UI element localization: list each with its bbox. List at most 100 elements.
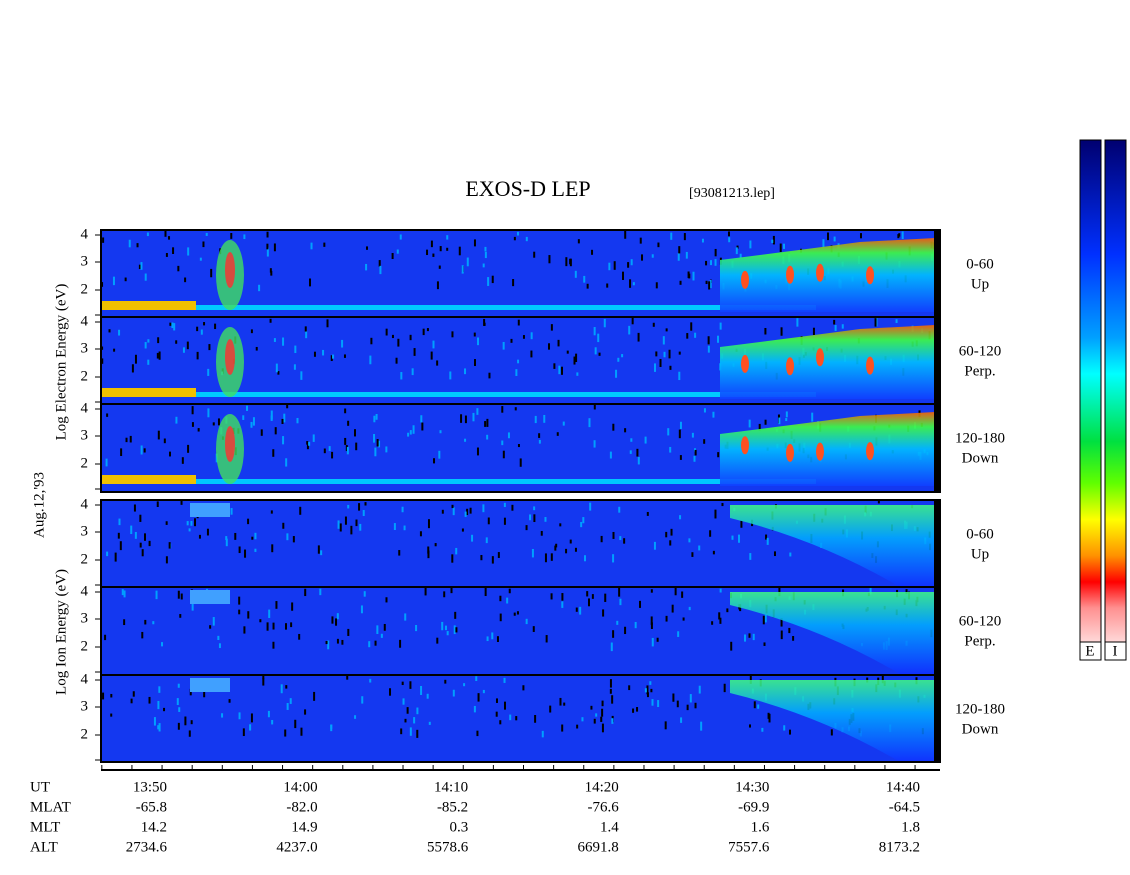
noise-speck bbox=[138, 264, 141, 270]
noise-speck bbox=[323, 448, 326, 454]
noise-speck bbox=[575, 607, 578, 612]
noise-speck bbox=[719, 617, 722, 624]
noise-speck bbox=[624, 230, 627, 239]
panel-direction: Perp. bbox=[964, 633, 995, 649]
noise-speck bbox=[114, 552, 117, 562]
noise-speck bbox=[277, 371, 280, 375]
noise-speck bbox=[574, 547, 577, 552]
noise-speck bbox=[385, 597, 388, 603]
noise-speck bbox=[877, 500, 880, 504]
noise-speck bbox=[330, 724, 333, 729]
noise-speck bbox=[503, 677, 506, 683]
noise-speck bbox=[385, 328, 388, 336]
noise-speck bbox=[244, 549, 247, 558]
noise-speck bbox=[646, 692, 649, 698]
noise-speck bbox=[728, 237, 731, 243]
noise-speck bbox=[272, 449, 275, 457]
noise-speck bbox=[712, 550, 715, 555]
noise-speck bbox=[719, 322, 722, 330]
hot-region bbox=[720, 412, 935, 486]
noise-speck bbox=[636, 707, 639, 712]
noise-speck bbox=[196, 326, 199, 332]
noise-speck bbox=[335, 618, 338, 626]
noise-speck bbox=[533, 506, 536, 511]
noise-speck bbox=[282, 522, 285, 529]
noise-speck bbox=[517, 319, 520, 326]
noise-speck bbox=[639, 237, 642, 244]
row-label: MLT bbox=[30, 819, 60, 835]
noise-speck bbox=[659, 358, 662, 367]
noise-speck bbox=[580, 521, 583, 528]
noise-speck bbox=[737, 534, 740, 543]
noise-speck bbox=[366, 246, 369, 250]
noise-speck bbox=[717, 335, 720, 343]
noise-speck bbox=[168, 236, 171, 240]
noise-speck bbox=[736, 245, 739, 249]
noise-speck bbox=[597, 333, 600, 343]
noise-speck bbox=[604, 593, 607, 602]
noise-speck bbox=[280, 684, 283, 694]
row-value: 2734.6 bbox=[126, 839, 168, 855]
noise-speck bbox=[247, 518, 250, 525]
noise-speck bbox=[538, 433, 541, 438]
noise-speck bbox=[634, 621, 637, 629]
noise-speck bbox=[841, 324, 844, 329]
noise-speck bbox=[246, 405, 249, 411]
noise-speck bbox=[771, 239, 774, 244]
noise-speck bbox=[395, 357, 398, 364]
panel-range: 120-180 bbox=[955, 701, 1005, 717]
row-value: 14:10 bbox=[434, 779, 468, 795]
y-tick-label: 4 bbox=[81, 400, 89, 416]
noise-speck bbox=[254, 548, 257, 552]
noise-speck bbox=[317, 545, 320, 554]
noise-speck bbox=[559, 697, 562, 706]
noise-speck bbox=[400, 372, 403, 380]
noise-speck bbox=[354, 715, 357, 719]
noise-speck bbox=[480, 554, 483, 561]
noise-speck bbox=[424, 587, 427, 596]
noise-speck bbox=[393, 523, 396, 530]
noise-speck bbox=[449, 371, 452, 380]
row-value: 1.4 bbox=[600, 819, 619, 835]
noise-speck bbox=[359, 523, 362, 531]
noise-speck bbox=[309, 278, 312, 287]
noise-speck bbox=[313, 351, 316, 357]
noise-speck bbox=[436, 637, 439, 644]
noise-speck bbox=[177, 265, 180, 272]
noise-speck bbox=[561, 724, 564, 732]
noise-speck bbox=[225, 538, 228, 547]
noise-speck bbox=[106, 413, 109, 417]
noise-speck bbox=[197, 428, 200, 432]
noise-speck bbox=[589, 502, 592, 511]
noise-speck bbox=[636, 448, 639, 457]
noise-speck bbox=[515, 369, 518, 376]
noise-speck bbox=[402, 698, 405, 705]
noise-speck bbox=[591, 249, 594, 255]
noise-speck bbox=[895, 319, 898, 323]
date-label: Aug.12,'93 bbox=[31, 472, 47, 538]
burst-core bbox=[225, 339, 235, 375]
noise-speck bbox=[184, 716, 187, 726]
row-value: 14:40 bbox=[886, 779, 920, 795]
noise-speck bbox=[601, 708, 604, 717]
noise-speck bbox=[758, 423, 761, 431]
noise-speck bbox=[409, 430, 412, 435]
noise-speck bbox=[120, 448, 123, 456]
noise-speck bbox=[612, 423, 615, 431]
row-value: 0.3 bbox=[449, 819, 468, 835]
noise-speck bbox=[731, 535, 734, 540]
noise-speck bbox=[175, 340, 178, 344]
noise-speck bbox=[694, 332, 697, 338]
noise-speck bbox=[430, 240, 433, 248]
noise-speck bbox=[420, 415, 423, 423]
noise-speck bbox=[200, 329, 203, 335]
noise-speck bbox=[593, 440, 596, 448]
noise-speck bbox=[703, 439, 706, 444]
noise-speck bbox=[548, 343, 551, 350]
row-value: 6691.8 bbox=[578, 839, 619, 855]
noise-speck bbox=[772, 235, 775, 245]
noise-speck bbox=[532, 626, 535, 632]
noise-speck bbox=[486, 418, 489, 427]
noise-speck bbox=[444, 679, 447, 684]
noise-speck bbox=[656, 637, 659, 642]
